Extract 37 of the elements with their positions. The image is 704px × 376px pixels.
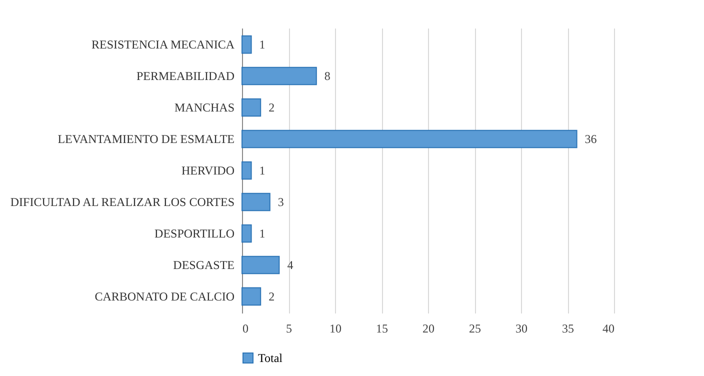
y-tick-label: LEVANTAMIENTO DE ESMALTE — [58, 132, 234, 146]
y-tick-label: DIFICULTAD AL REALIZAR LOS CORTES — [10, 194, 234, 209]
bar — [242, 35, 252, 54]
x-tick-label: 15 — [376, 322, 388, 336]
bar — [242, 192, 270, 212]
x-tick-label: 30 — [516, 322, 528, 336]
data-label: 1 — [259, 226, 266, 240]
legend-label: Total — [258, 351, 284, 365]
data-label: 1 — [259, 38, 266, 52]
x-tick-label: 5 — [286, 322, 292, 336]
y-tick-label: DESPORTILLO — [154, 226, 235, 240]
bar — [242, 287, 262, 306]
data-label: 8 — [324, 69, 330, 84]
x-tick-label: 40 — [602, 322, 614, 336]
bar — [242, 256, 280, 274]
y-tick-label: DESGASTE — [173, 258, 234, 272]
bar — [242, 66, 317, 86]
x-tick-label: 10 — [330, 322, 342, 336]
x-tick-label: 35 — [562, 322, 574, 336]
y-tick-label: HERVIDO — [181, 164, 235, 178]
data-label: 3 — [278, 194, 284, 209]
x-tick-label: 25 — [469, 322, 481, 336]
data-label: 2 — [268, 289, 275, 304]
bar — [242, 130, 578, 148]
bar — [242, 161, 252, 180]
y-tick-label: CARBONATO DE CALCIO — [94, 289, 235, 304]
bar — [242, 224, 252, 243]
y-tick-label: RESISTENCIA MECANICA — [91, 38, 235, 52]
x-tick-label: 0 — [242, 322, 248, 336]
x-tick-label: 20 — [422, 322, 434, 336]
y-tick-label: MANCHAS — [174, 100, 234, 115]
data-label: 1 — [259, 164, 266, 178]
y-tick-label: PERMEABILIDAD — [136, 69, 235, 84]
bar — [242, 98, 262, 117]
data-label: 2 — [268, 100, 275, 115]
data-label: 4 — [287, 258, 294, 272]
data-label: 36 — [584, 132, 597, 146]
